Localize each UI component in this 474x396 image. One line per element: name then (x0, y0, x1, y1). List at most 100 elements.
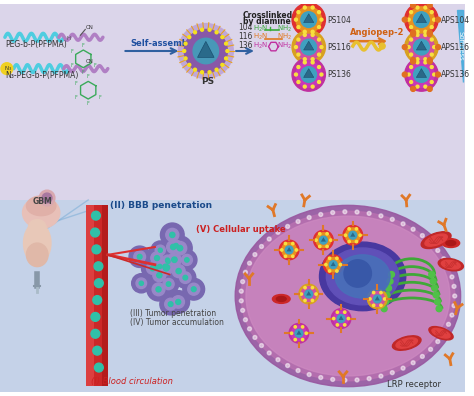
Circle shape (436, 248, 440, 252)
Circle shape (355, 210, 359, 214)
Circle shape (158, 251, 177, 269)
Circle shape (416, 6, 419, 9)
Polygon shape (338, 316, 344, 320)
Text: F: F (82, 70, 85, 75)
Polygon shape (375, 296, 380, 301)
Circle shape (215, 68, 218, 71)
Circle shape (301, 12, 317, 27)
Circle shape (319, 246, 321, 248)
Circle shape (239, 289, 243, 293)
Text: F: F (70, 50, 73, 55)
Circle shape (436, 17, 440, 22)
FancyBboxPatch shape (86, 205, 108, 386)
Circle shape (154, 256, 178, 280)
Circle shape (297, 66, 300, 69)
Circle shape (311, 299, 314, 302)
Circle shape (94, 279, 103, 287)
Circle shape (1, 63, 13, 74)
Circle shape (336, 324, 338, 326)
Circle shape (424, 34, 427, 36)
Circle shape (297, 53, 300, 56)
Circle shape (320, 46, 323, 49)
Circle shape (318, 38, 320, 41)
Text: 104: 104 (238, 23, 253, 32)
Circle shape (410, 66, 412, 69)
Circle shape (348, 228, 350, 230)
Ellipse shape (442, 239, 460, 248)
Circle shape (215, 31, 218, 34)
Circle shape (304, 286, 306, 289)
Circle shape (379, 214, 383, 218)
Circle shape (410, 38, 412, 41)
Circle shape (148, 258, 166, 276)
Circle shape (325, 263, 327, 266)
Circle shape (193, 68, 197, 71)
Circle shape (158, 265, 162, 268)
Text: $\mathsf{H_2N}$: $\mathsf{H_2N}$ (253, 32, 268, 42)
Circle shape (92, 245, 101, 254)
Circle shape (329, 239, 332, 241)
Ellipse shape (392, 336, 421, 350)
Circle shape (416, 85, 419, 88)
Circle shape (433, 18, 436, 21)
Circle shape (155, 255, 159, 261)
Circle shape (294, 73, 298, 76)
Circle shape (151, 252, 163, 264)
Circle shape (405, 3, 438, 36)
Circle shape (318, 80, 320, 84)
Circle shape (356, 240, 358, 243)
Circle shape (450, 313, 454, 317)
Circle shape (161, 235, 185, 259)
Circle shape (311, 6, 314, 9)
Text: PS116: PS116 (328, 43, 351, 52)
Ellipse shape (335, 255, 390, 298)
Circle shape (373, 291, 375, 294)
Circle shape (303, 58, 306, 61)
Circle shape (420, 354, 424, 358)
Circle shape (427, 30, 432, 35)
Circle shape (142, 257, 164, 279)
Circle shape (208, 71, 211, 74)
Circle shape (150, 266, 155, 270)
Circle shape (416, 58, 419, 61)
Circle shape (409, 62, 434, 87)
Circle shape (430, 80, 433, 84)
Circle shape (284, 242, 287, 245)
Circle shape (191, 287, 196, 291)
Circle shape (183, 50, 186, 52)
Ellipse shape (438, 259, 464, 271)
FancyBboxPatch shape (86, 205, 94, 386)
Circle shape (171, 244, 176, 249)
Circle shape (295, 329, 303, 337)
Polygon shape (331, 262, 336, 266)
Circle shape (177, 250, 197, 270)
Circle shape (311, 30, 314, 33)
Circle shape (166, 282, 171, 286)
Circle shape (359, 234, 361, 236)
Circle shape (428, 347, 433, 351)
Circle shape (247, 261, 252, 265)
Circle shape (336, 311, 338, 313)
Circle shape (159, 261, 172, 274)
Circle shape (333, 317, 335, 320)
Text: (IV) Tumor accumulation: (IV) Tumor accumulation (130, 318, 224, 327)
Ellipse shape (425, 234, 447, 246)
Circle shape (163, 265, 168, 270)
Text: N₃-PEG-b-P(PFPMA): N₃-PEG-b-P(PFPMA) (5, 71, 78, 80)
Circle shape (379, 374, 383, 378)
Text: PEG-b-P(PFPMA): PEG-b-P(PFPMA) (5, 40, 67, 49)
Circle shape (432, 285, 438, 291)
Circle shape (427, 59, 432, 64)
Circle shape (154, 255, 177, 278)
Circle shape (318, 26, 320, 29)
Circle shape (424, 85, 427, 88)
Circle shape (430, 26, 433, 29)
Polygon shape (287, 247, 292, 251)
Circle shape (147, 278, 170, 301)
Circle shape (386, 285, 392, 291)
Circle shape (163, 255, 173, 265)
Circle shape (289, 324, 309, 343)
Circle shape (433, 292, 439, 298)
Polygon shape (198, 42, 214, 57)
Text: APS104: APS104 (441, 15, 470, 25)
